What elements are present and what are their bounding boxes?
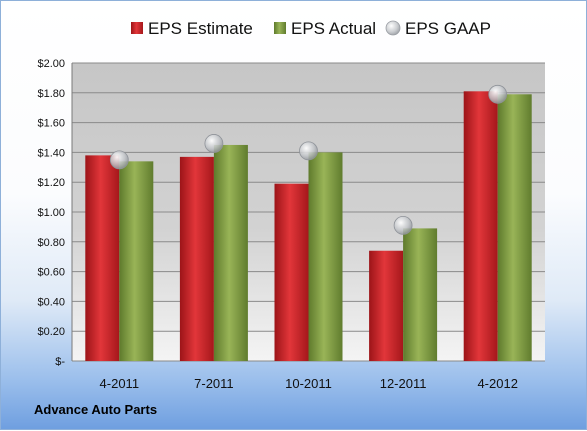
gaap-marker (299, 141, 318, 161)
actual-bar (119, 161, 154, 361)
y-tick-label: $- (55, 356, 65, 368)
y-tick-label: $0.60 (37, 267, 65, 279)
gaap-markers (109, 84, 508, 235)
x-axis-labels: 4-2011 7-2011 10-2011 12-2011 4-2012 (100, 376, 518, 391)
gaap-marker (109, 150, 129, 170)
y-tick-label: $0.20 (37, 326, 65, 338)
x-tick-label: 7-2011 (194, 376, 234, 391)
legend: EPS Estimate EPS Actual EPS GAAP (131, 19, 491, 38)
legend-swatch-estimate (131, 22, 143, 34)
y-tick-label: $0.80 (37, 237, 65, 249)
bars (85, 91, 532, 361)
y-tick-label: $2.00 (37, 58, 65, 70)
legend-label-actual: EPS Actual (291, 19, 376, 38)
estimate-bar (274, 183, 309, 361)
legend-swatch-actual (274, 22, 286, 34)
y-tick-label: $0.40 (37, 296, 65, 308)
actual-bar (308, 152, 343, 361)
company-name: Advance Auto Parts (34, 402, 158, 417)
y-tick-label: $1.80 (37, 88, 65, 100)
estimate-bar (463, 91, 498, 361)
actual-bar (403, 228, 438, 361)
gaap-marker (488, 84, 508, 104)
actual-bar (213, 144, 248, 361)
y-tick-label: $1.00 (37, 207, 65, 219)
legend-label-gaap: EPS GAAP (405, 19, 491, 38)
y-tick-label: $1.20 (37, 177, 65, 189)
y-tick-label: $1.60 (37, 118, 65, 130)
x-tick-label: 4-2012 (477, 376, 517, 391)
x-tick-label: 4-2011 (100, 376, 140, 391)
y-tick-label: $1.40 (37, 147, 65, 159)
gaap-marker (204, 134, 224, 153)
actual-bar (497, 94, 532, 361)
x-tick-label: 10-2011 (285, 376, 332, 391)
legend-label-estimate: EPS Estimate (148, 19, 253, 38)
estimate-bar (179, 156, 214, 361)
estimate-bar (369, 250, 404, 361)
estimate-bar (85, 155, 120, 361)
legend-swatch-gaap (385, 20, 401, 36)
y-axis-ticks: $- $0.20 $0.40 $0.60 $0.80 $1.00 $1.20 $1.40 $1.… (37, 58, 65, 368)
gaap-marker (393, 216, 413, 235)
x-tick-label: 12-2011 (380, 376, 427, 391)
